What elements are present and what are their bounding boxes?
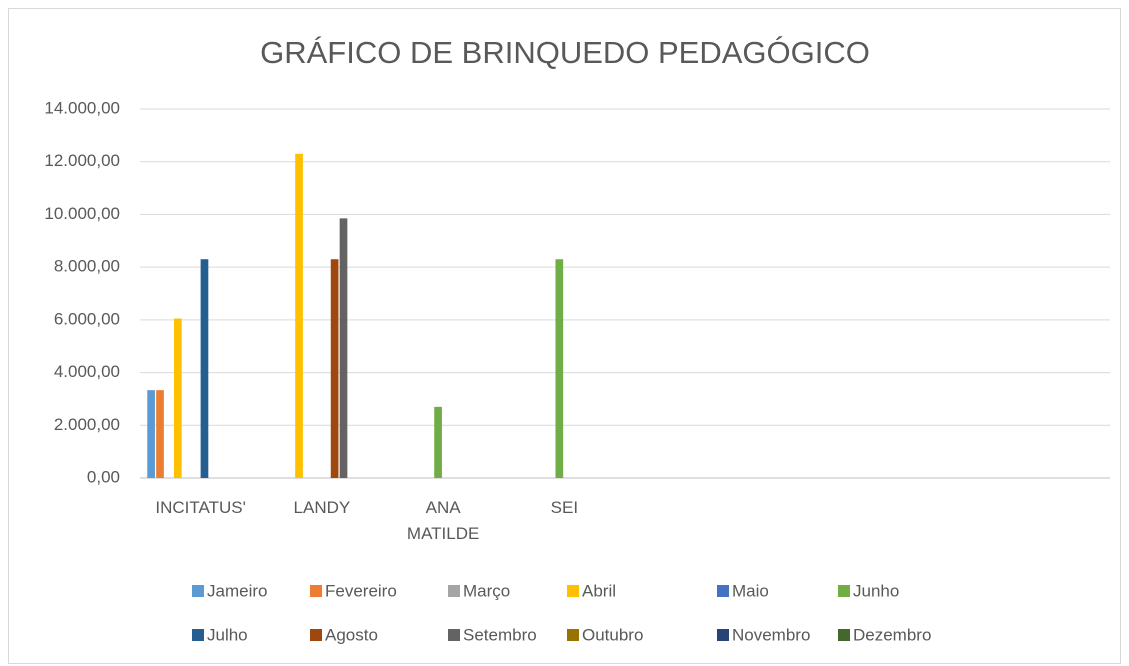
- y-tick-label: 14.000,00: [44, 98, 120, 117]
- bar: [156, 390, 164, 478]
- y-tick-label: 0,00: [87, 467, 120, 486]
- legend-swatch: [717, 629, 729, 641]
- x-tick-label: SEI: [550, 498, 579, 517]
- legend-label: Outubro: [582, 625, 643, 644]
- legend-swatch: [567, 629, 579, 641]
- y-tick-label: 12.000,00: [44, 151, 120, 170]
- legend-label: Novembro: [732, 625, 810, 644]
- bar: [147, 390, 155, 478]
- legend-label: Junho: [853, 581, 899, 600]
- bar: [434, 406, 442, 478]
- y-tick-label: 2.000,00: [54, 415, 120, 434]
- legend-label: Setembro: [463, 625, 537, 644]
- legend-swatch: [310, 629, 322, 641]
- bar: [295, 153, 303, 479]
- legend-label: Maio: [732, 581, 769, 600]
- legend-label: Fevereiro: [325, 581, 397, 600]
- legend-label: Julho: [207, 625, 248, 644]
- legend-swatch: [567, 585, 579, 597]
- legend-swatch: [448, 629, 460, 641]
- x-tick-label: LANDY: [293, 498, 351, 517]
- bar: [173, 318, 182, 478]
- legend-swatch: [192, 629, 204, 641]
- legend-label: Jameiro: [207, 581, 267, 600]
- chart-title: GRÁFICO DE BRINQUEDO PEDAGÓGICO: [260, 35, 870, 70]
- x-tick-label: INCITATUS': [155, 498, 246, 517]
- legend-swatch: [310, 585, 322, 597]
- y-tick-label: 6.000,00: [54, 309, 120, 328]
- bar: [339, 218, 348, 478]
- legend-label: Agosto: [325, 625, 378, 644]
- y-tick-label: 4.000,00: [54, 362, 120, 381]
- chart-border: [8, 8, 1121, 664]
- legend-label: Dezembro: [853, 625, 931, 644]
- legend-label: Março: [463, 581, 510, 600]
- legend-swatch: [448, 585, 460, 597]
- x-tick-label: ANA MATILDE: [406, 498, 480, 543]
- bar: [555, 259, 564, 478]
- y-tick-label: 8.000,00: [54, 257, 120, 276]
- bar: [330, 259, 339, 478]
- y-tick-label: 10.000,00: [44, 204, 120, 223]
- bar: [200, 259, 209, 478]
- legend-swatch: [717, 585, 729, 597]
- legend-swatch: [192, 585, 204, 597]
- legend-swatch: [838, 585, 850, 597]
- legend-swatch: [838, 629, 850, 641]
- legend-label: Abril: [582, 581, 616, 600]
